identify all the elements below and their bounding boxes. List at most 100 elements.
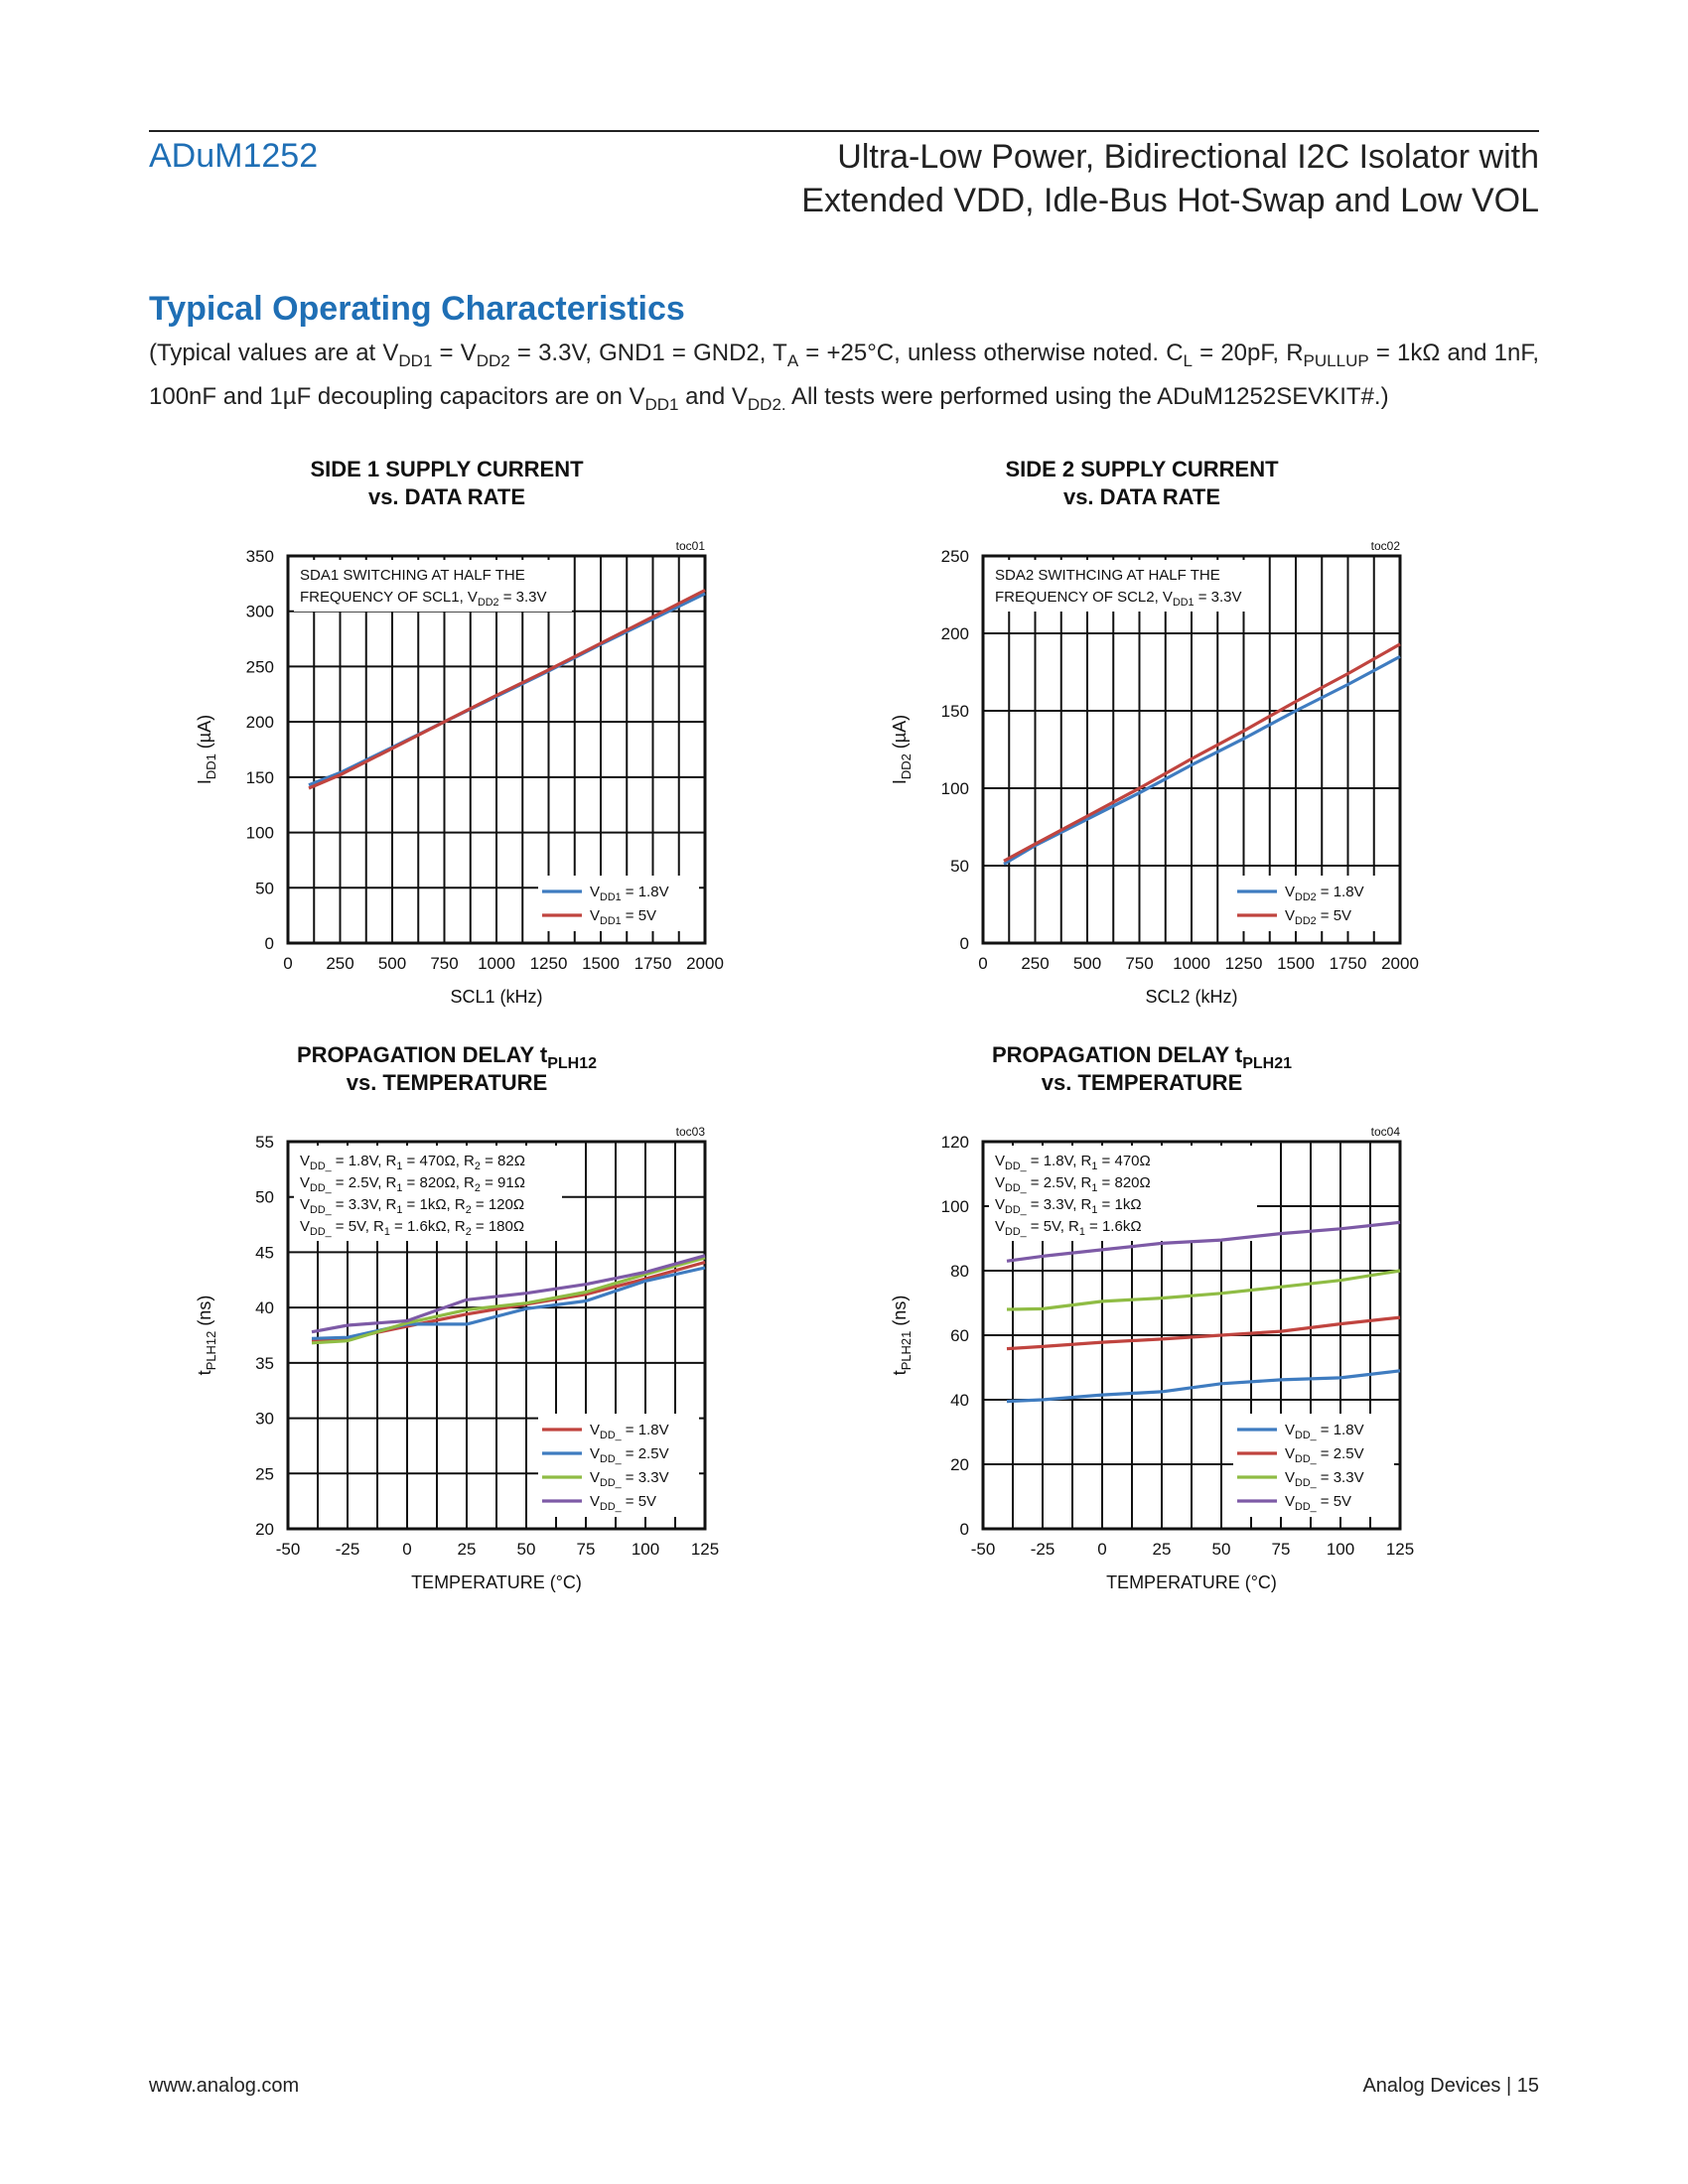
annotation-background	[989, 1146, 1257, 1241]
annotation-text: = 2.5V, R	[1027, 1174, 1092, 1191]
annotation-background	[294, 1146, 562, 1241]
y-tick-label: 200	[941, 624, 969, 643]
annotation-text: DD1	[1173, 597, 1195, 609]
x-tick-label: 1750	[1330, 954, 1367, 973]
legend-text: V	[590, 1445, 600, 1462]
annotation-text: = 5V, R	[332, 1218, 384, 1235]
plot-frame	[981, 1140, 1402, 1531]
conditions-text: = 20pF, R	[1193, 340, 1304, 366]
y-tick-label: 50	[255, 879, 274, 897]
chart-tag: toc02	[1371, 539, 1401, 553]
chart-annotation-line: VDD_ = 2.5V, R1 = 820Ω	[995, 1174, 1151, 1194]
y-axis-label-text: I	[195, 779, 214, 784]
chart-title-line: PROPAGATION DELAY tPLH12	[297, 1042, 597, 1072]
chart-tag: toc01	[676, 539, 706, 553]
legend-text: = 3.3V	[1317, 1469, 1364, 1486]
x-tick-label: 0	[283, 954, 292, 973]
annotation-text: DD_	[1005, 1182, 1028, 1194]
annotation-text: = 5V, R	[1027, 1218, 1079, 1235]
y-axis-label-text: t	[890, 1370, 910, 1375]
conditions-text: = 1kΩ and 1nF, 100nF and 1µF decoupling …	[149, 340, 1540, 410]
annotation-text: = 3.3V, R	[1027, 1196, 1092, 1213]
series-line	[1006, 1269, 1401, 1311]
legend-text: = 1.8V	[1317, 884, 1364, 900]
legend-text: DD_	[1295, 1477, 1318, 1489]
x-tick-label: 2000	[686, 954, 724, 973]
conditions-subscript: A	[786, 350, 799, 370]
series-line	[1006, 1315, 1401, 1351]
conditions-text: = V	[432, 340, 477, 366]
annotation-text: = 1.8V, R	[332, 1153, 397, 1169]
legend-text: V	[1285, 1493, 1295, 1510]
document-title: Ultra-Low Power, Bidirectional I2C Isola…	[801, 135, 1539, 222]
document-title-line-2: Extended VDD, Idle-Bus Hot-Swap and Low …	[801, 182, 1539, 219]
legend-text: V	[590, 884, 600, 900]
chart-title-text: vs. TEMPERATURE	[347, 1070, 548, 1095]
x-tick-label: 25	[1153, 1540, 1172, 1559]
annotation-text: V	[300, 1153, 310, 1169]
x-tick-label: 25	[458, 1540, 477, 1559]
chart-title-line: vs. DATA RATE	[1063, 484, 1220, 509]
annotation-text: = 820Ω	[1097, 1174, 1150, 1191]
x-axis-label: SCL1 (kHz)	[450, 987, 542, 1007]
legend-text: DD_	[600, 1477, 623, 1489]
series-line	[1006, 1220, 1401, 1263]
chart-annotation-line: VDD_ = 5V, R1 = 1.6kΩ	[995, 1218, 1142, 1238]
annotation-text: = 91Ω	[481, 1174, 525, 1191]
annotation-text: 2	[475, 1160, 481, 1172]
annotation-text: V	[300, 1196, 310, 1213]
chart-title-text: vs. DATA RATE	[368, 484, 525, 509]
conditions-text: (Typical values are at V	[149, 340, 399, 366]
y-tick-label: 100	[246, 824, 274, 843]
legend-text: = 1.8V	[1317, 1422, 1364, 1438]
chart-annotation-line: VDD_ = 5V, R1 = 1.6kΩ, R2 = 180Ω	[300, 1218, 524, 1238]
x-axis-label: TEMPERATURE (°C)	[411, 1572, 582, 1592]
conditions-subscript: PULLUP	[1303, 350, 1369, 370]
annotation-text: 1	[384, 1226, 390, 1238]
plot-frame	[286, 1140, 707, 1531]
chart-annotation-line: SDA2 SWITHCING AT HALF THE	[995, 567, 1220, 584]
x-tick-label: 100	[632, 1540, 659, 1559]
y-axis-label: tPLH12 (ns)	[195, 1296, 218, 1376]
x-tick-label: 50	[1212, 1540, 1231, 1559]
legend-text: V	[590, 1469, 600, 1486]
x-axis-label: TEMPERATURE (°C)	[1106, 1572, 1277, 1592]
annotation-text: = 820Ω, R	[402, 1174, 475, 1191]
chart-title-subscript: PLH12	[547, 1055, 597, 1072]
legend-text: DD_	[1295, 1501, 1318, 1513]
y-tick-label: 0	[960, 934, 969, 953]
annotation-text: SDA2 SWITHCING AT HALF THE	[995, 567, 1220, 584]
chart-title-text: vs. DATA RATE	[1063, 484, 1220, 509]
y-tick-label: 30	[255, 1410, 274, 1429]
chart-annotation-line: FREQUENCY OF SCL1, VDD2 = 3.3V	[300, 589, 547, 609]
legend-label: VDD_ = 2.5V	[1285, 1445, 1364, 1465]
annotation-text: 1	[1091, 1160, 1097, 1172]
footer-website: www.analog.com	[149, 2075, 300, 2097]
y-axis-label-text: (ns)	[195, 1296, 214, 1331]
annotation-text: V	[300, 1174, 310, 1191]
legend-label: VDD_ = 3.3V	[1285, 1469, 1364, 1489]
y-axis-label-text: I	[890, 779, 910, 784]
chart-tag: toc04	[1371, 1125, 1401, 1139]
x-tick-label: -25	[1031, 1540, 1055, 1559]
legend-text: V	[590, 907, 600, 924]
legend-label: VDD_ = 2.5V	[590, 1445, 669, 1465]
y-tick-label: 55	[255, 1133, 274, 1152]
y-tick-label: 0	[960, 1520, 969, 1539]
annotation-text: V	[995, 1153, 1005, 1169]
conditions-subscript: DD1	[644, 394, 679, 414]
x-tick-label: 1250	[1225, 954, 1263, 973]
legend-text: V	[1285, 884, 1295, 900]
legend-text: DD_	[1295, 1430, 1318, 1441]
annotation-background	[294, 560, 572, 612]
legend-label: VDD2 = 5V	[1285, 907, 1351, 927]
annotation-text: = 120Ω	[472, 1196, 524, 1213]
annotation-text: 1	[396, 1182, 402, 1194]
annotation-text: = 470Ω	[1097, 1153, 1150, 1169]
legend-text: = 1.8V	[622, 1422, 669, 1438]
legend-background	[1233, 876, 1394, 931]
x-tick-label: 1000	[478, 954, 515, 973]
annotation-text: 1	[1091, 1204, 1097, 1216]
chart-annotation-line: VDD_ = 3.3V, R1 = 1kΩ, R2 = 120Ω	[300, 1196, 524, 1216]
y-tick-label: 150	[246, 768, 274, 787]
